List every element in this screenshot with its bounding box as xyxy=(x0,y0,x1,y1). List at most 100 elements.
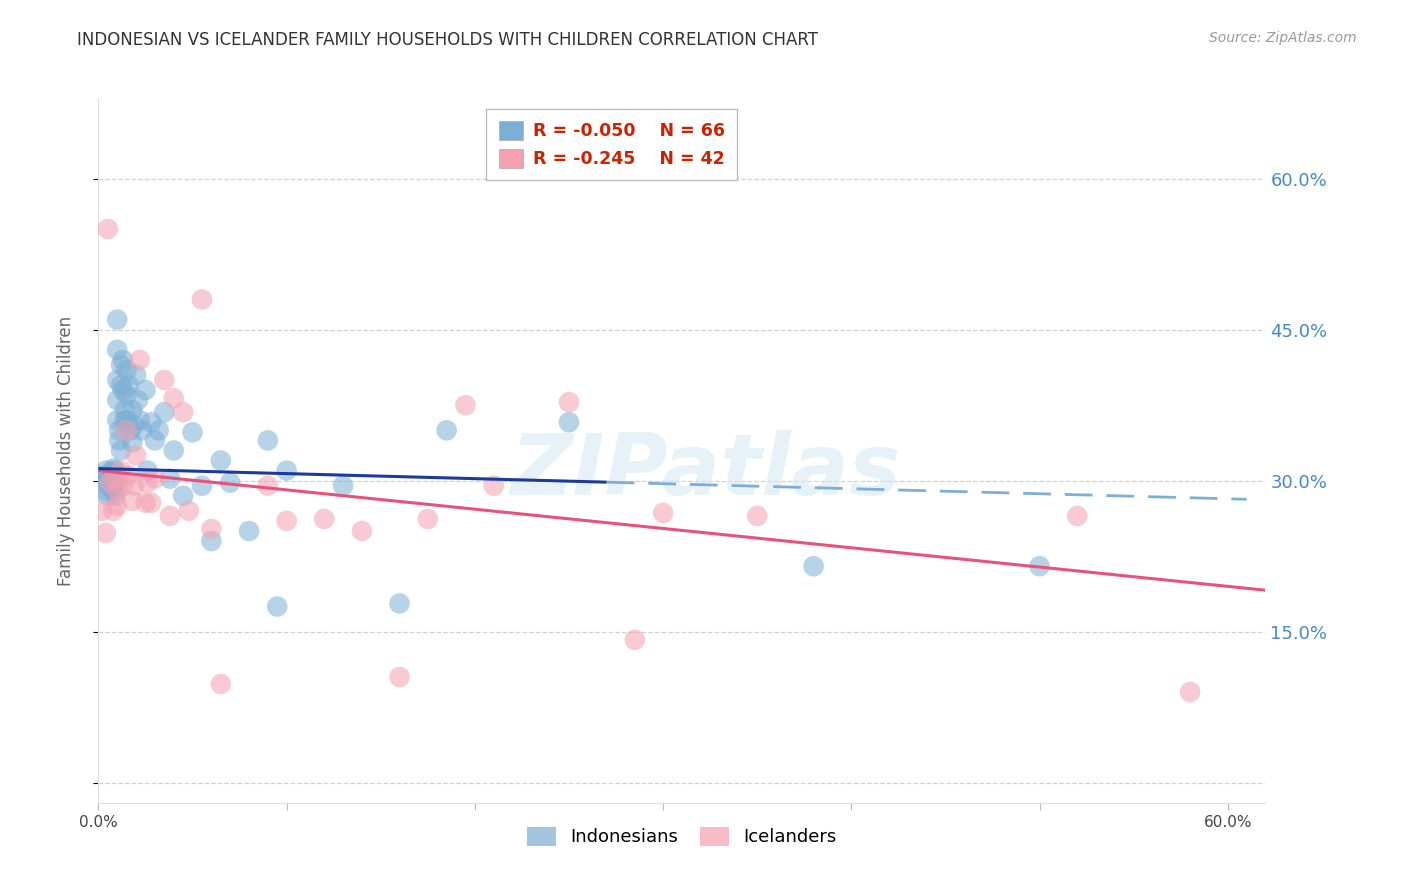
Point xyxy=(117,468,139,483)
Text: ZIPatlas: ZIPatlas xyxy=(510,430,900,513)
Point xyxy=(114,413,136,427)
Point xyxy=(93,475,115,490)
Point xyxy=(122,479,145,493)
Point xyxy=(131,423,153,437)
Point xyxy=(98,475,121,490)
Point xyxy=(115,363,138,377)
Point xyxy=(97,222,120,236)
Point xyxy=(121,493,143,508)
Point xyxy=(209,453,232,467)
Point xyxy=(177,504,200,518)
Point xyxy=(105,373,128,387)
Point xyxy=(624,632,647,647)
Point xyxy=(1028,559,1050,574)
Point xyxy=(256,479,278,493)
Point xyxy=(128,413,150,427)
Point xyxy=(134,383,156,397)
Point xyxy=(103,483,125,498)
Point xyxy=(1178,685,1201,699)
Point xyxy=(94,483,117,498)
Point xyxy=(117,378,139,392)
Point xyxy=(104,475,127,490)
Point xyxy=(103,504,125,518)
Point xyxy=(266,599,288,614)
Legend: Indonesians, Icelanders: Indonesians, Icelanders xyxy=(520,820,844,854)
Point xyxy=(139,415,162,429)
Point xyxy=(209,677,232,691)
Point xyxy=(105,343,128,357)
Point xyxy=(111,383,134,397)
Point xyxy=(115,413,138,427)
Point xyxy=(115,388,138,402)
Point xyxy=(128,352,150,367)
Point xyxy=(111,479,134,493)
Point xyxy=(136,464,159,478)
Point xyxy=(100,466,122,480)
Point xyxy=(558,395,581,409)
Point xyxy=(153,373,176,387)
Point xyxy=(100,479,122,493)
Point xyxy=(276,464,298,478)
Point xyxy=(136,475,159,490)
Point xyxy=(200,522,222,536)
Point xyxy=(105,413,128,427)
Point xyxy=(127,393,149,408)
Point xyxy=(120,423,142,437)
Point xyxy=(332,479,354,493)
Point xyxy=(148,423,170,437)
Point xyxy=(104,472,127,486)
Point xyxy=(143,434,166,448)
Point xyxy=(314,512,336,526)
Point xyxy=(105,499,128,513)
Point xyxy=(159,508,181,523)
Point xyxy=(110,443,132,458)
Point xyxy=(91,504,114,518)
Point xyxy=(97,489,120,503)
Point xyxy=(105,393,128,408)
Point xyxy=(238,524,260,538)
Point xyxy=(110,464,132,478)
Point xyxy=(256,434,278,448)
Point xyxy=(276,514,298,528)
Point xyxy=(114,403,136,417)
Point xyxy=(191,293,214,307)
Point xyxy=(454,398,477,412)
Point xyxy=(558,415,581,429)
Point xyxy=(94,464,117,478)
Point xyxy=(416,512,439,526)
Point xyxy=(181,425,204,440)
Point xyxy=(91,468,114,483)
Point xyxy=(350,524,373,538)
Point xyxy=(191,479,214,493)
Point xyxy=(108,434,131,448)
Point xyxy=(98,472,121,486)
Point xyxy=(388,670,411,684)
Point xyxy=(163,443,186,458)
Point xyxy=(163,391,186,405)
Point xyxy=(143,472,166,486)
Y-axis label: Family Households with Children: Family Households with Children xyxy=(56,316,75,585)
Point xyxy=(98,479,121,493)
Point xyxy=(121,435,143,450)
Point xyxy=(219,475,242,490)
Point xyxy=(104,464,127,478)
Point xyxy=(94,526,117,541)
Point xyxy=(388,597,411,611)
Point xyxy=(172,405,194,419)
Point xyxy=(436,423,458,437)
Point xyxy=(97,474,120,488)
Point xyxy=(139,496,162,510)
Point xyxy=(159,472,181,486)
Point xyxy=(105,312,128,326)
Point xyxy=(652,506,675,520)
Point xyxy=(153,405,176,419)
Point xyxy=(103,461,125,475)
Point xyxy=(105,483,128,498)
Point xyxy=(111,352,134,367)
Point xyxy=(200,534,222,549)
Point xyxy=(122,418,145,433)
Point xyxy=(108,423,131,437)
Point xyxy=(104,489,127,503)
Text: Source: ZipAtlas.com: Source: ZipAtlas.com xyxy=(1209,31,1357,45)
Point xyxy=(121,403,143,417)
